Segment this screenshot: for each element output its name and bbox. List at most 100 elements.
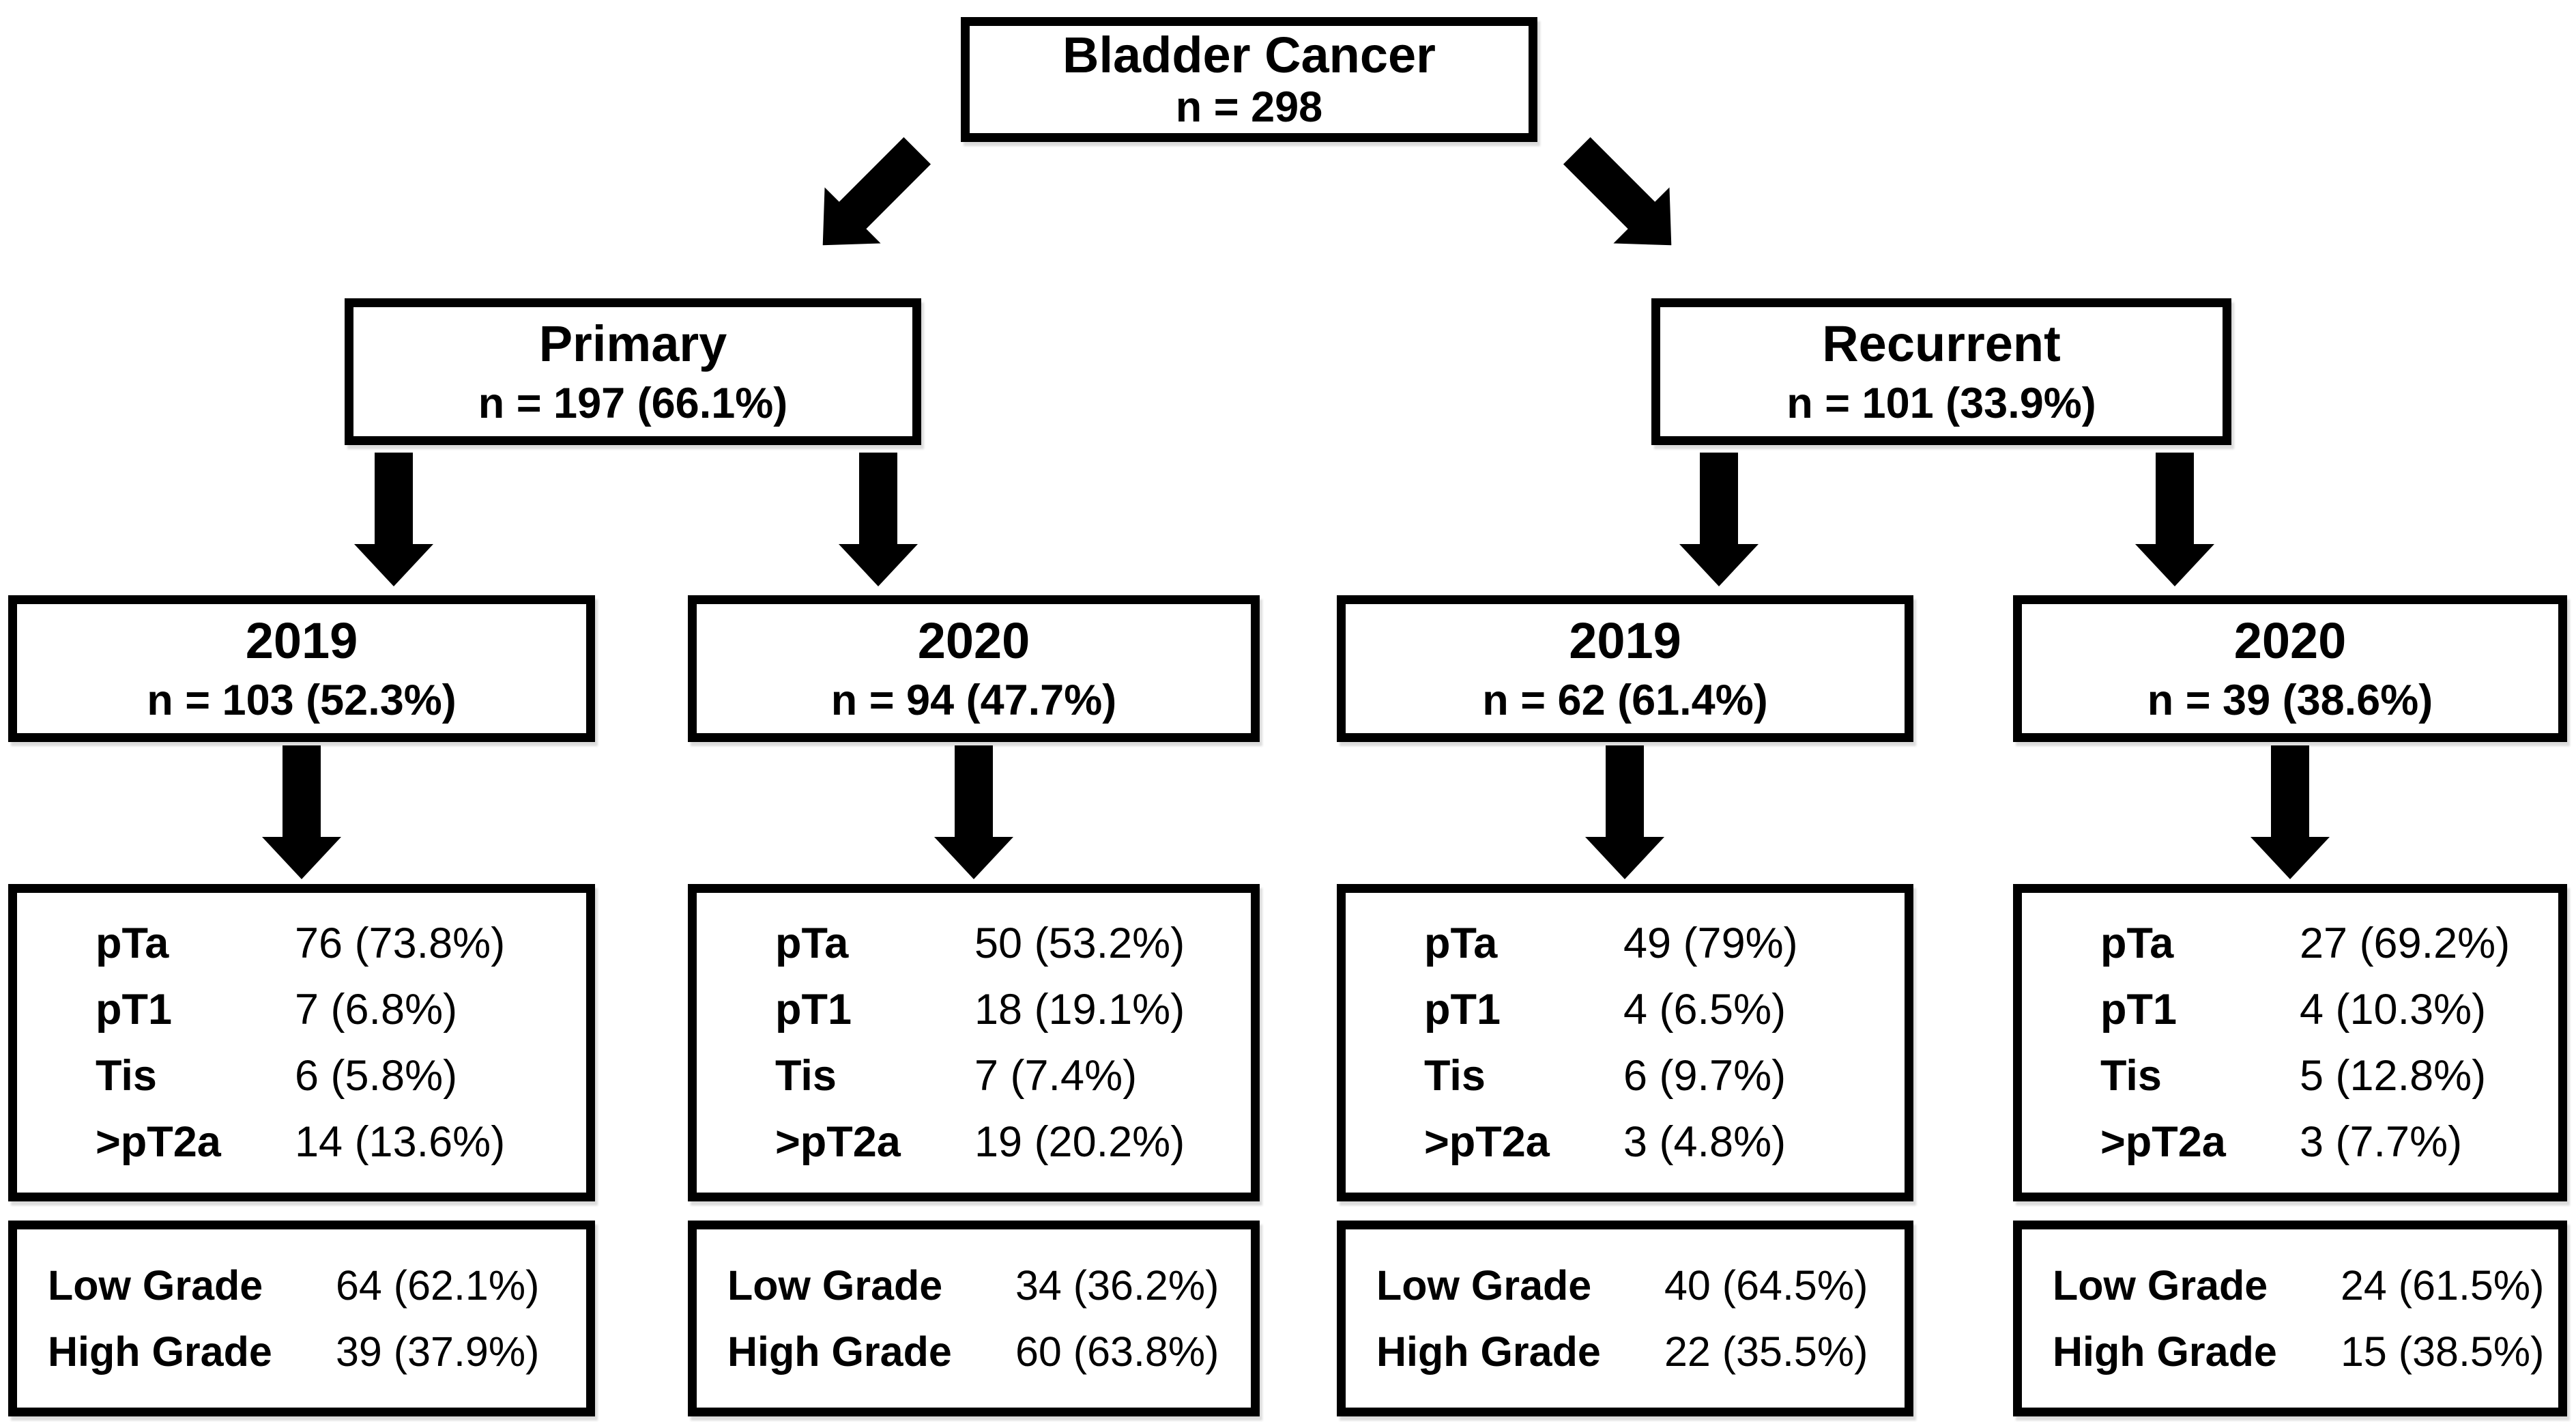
stage-row: >pT2a 14 (13.6%) xyxy=(17,1109,586,1175)
cohort-subtitle: n = 94 (47.7%) xyxy=(830,676,1117,724)
grade-label: High Grade xyxy=(48,1328,272,1375)
down-arrow-primary-to-2020-icon xyxy=(839,453,918,586)
stage-value: 49 (79%) xyxy=(1623,919,1798,967)
grade-value: 60 (63.8%) xyxy=(1015,1328,1219,1375)
stage-value: 18 (19.1%) xyxy=(974,985,1185,1033)
stage-value: 6 (5.8%) xyxy=(295,1051,458,1100)
grade-label: High Grade xyxy=(2053,1328,2277,1375)
stage-value: 3 (4.8%) xyxy=(1623,1117,1786,1166)
cohort-title: 2019 xyxy=(1569,612,1681,670)
root-title: Bladder Cancer xyxy=(1062,27,1436,84)
grade-row: High Grade 60 (63.8%) xyxy=(697,1319,1251,1385)
box-stages-primary-2020: pTa 50 (53.2%) pT1 18 (19.1%) Tis 7 (7.4… xyxy=(688,884,1260,1201)
box-grades-primary-2020: Low Grade 34 (36.2%) High Grade 60 (63.8… xyxy=(688,1221,1260,1416)
stage-label: >pT2a xyxy=(96,1117,221,1166)
stage-label: pTa xyxy=(96,919,169,967)
grade-row: Low Grade 64 (62.1%) xyxy=(17,1253,586,1319)
stage-value: 3 (7.7%) xyxy=(2300,1117,2463,1166)
box-stages-primary-2019: pTa 76 (73.8%) pT1 7 (6.8%) Tis 6 (5.8%)… xyxy=(8,884,595,1201)
box-grades-recurrent-2020: Low Grade 24 (61.5%) High Grade 15 (38.5… xyxy=(2013,1221,2567,1416)
cohort-title: 2019 xyxy=(245,612,358,670)
stage-row: >pT2a 3 (4.8%) xyxy=(1346,1109,1905,1175)
stage-label: Tis xyxy=(1424,1051,1486,1100)
stage-row: pT1 4 (6.5%) xyxy=(1346,977,1905,1043)
stage-row: pTa 27 (69.2%) xyxy=(2022,911,2558,977)
stage-value: 5 (12.8%) xyxy=(2300,1051,2487,1100)
down-arrow-primary-2020-to-stages-icon xyxy=(934,745,1013,879)
recurrent-title: Recurrent xyxy=(1822,315,2061,373)
grade-value: 24 (61.5%) xyxy=(2341,1261,2545,1309)
cohort-subtitle: n = 62 (61.4%) xyxy=(1482,676,1768,724)
stage-row: pTa 50 (53.2%) xyxy=(697,911,1251,977)
stage-value: 6 (9.7%) xyxy=(1623,1051,1786,1100)
recurrent-subtitle: n = 101 (33.9%) xyxy=(1786,379,2096,427)
stage-value: 19 (20.2%) xyxy=(974,1117,1185,1166)
grade-row: High Grade 22 (35.5%) xyxy=(1346,1319,1905,1385)
stage-label: Tis xyxy=(96,1051,157,1100)
stage-row: Tis 5 (12.8%) xyxy=(2022,1043,2558,1109)
stage-label: pT1 xyxy=(775,985,852,1033)
cohort-subtitle: n = 39 (38.6%) xyxy=(2147,676,2433,724)
box-primary-2019: 2019 n = 103 (52.3%) xyxy=(8,595,595,742)
stage-value: 50 (53.2%) xyxy=(974,919,1185,967)
grade-row: High Grade 39 (37.9%) xyxy=(17,1319,586,1385)
down-arrow-recurrent-to-2019-icon xyxy=(1679,453,1759,586)
stage-value: 76 (73.8%) xyxy=(295,919,506,967)
grade-label: Low Grade xyxy=(2053,1261,2268,1309)
stage-value: 4 (6.5%) xyxy=(1623,985,1786,1033)
down-arrow-recurrent-2020-to-stages-icon xyxy=(2251,745,2330,879)
stage-value: 14 (13.6%) xyxy=(295,1117,506,1166)
box-recurrent-2020: 2020 n = 39 (38.6%) xyxy=(2013,595,2567,742)
grade-row: Low Grade 34 (36.2%) xyxy=(697,1253,1251,1319)
stage-row: pT1 18 (19.1%) xyxy=(697,977,1251,1043)
box-recurrent-2019: 2019 n = 62 (61.4%) xyxy=(1337,595,1913,742)
diagonal-arrow-root-to-recurrent-icon xyxy=(1548,122,1700,274)
stage-label: Tis xyxy=(775,1051,837,1100)
grade-value: 39 (37.9%) xyxy=(336,1328,540,1375)
grade-label: Low Grade xyxy=(1376,1261,1592,1309)
stage-label: pTa xyxy=(775,919,849,967)
stage-row: >pT2a 19 (20.2%) xyxy=(697,1109,1251,1175)
down-arrow-primary-to-2019-icon xyxy=(354,453,433,586)
grade-label: Low Grade xyxy=(48,1261,263,1309)
stage-label: >pT2a xyxy=(1424,1117,1550,1166)
box-grades-recurrent-2019: Low Grade 40 (64.5%) High Grade 22 (35.5… xyxy=(1337,1221,1913,1416)
stage-label: >pT2a xyxy=(2100,1117,2226,1166)
stage-label: Tis xyxy=(2100,1051,2162,1100)
box-primary: Primary n = 197 (66.1%) xyxy=(345,298,921,445)
grade-value: 34 (36.2%) xyxy=(1015,1261,1219,1309)
cohort-title: 2020 xyxy=(917,612,1030,670)
down-arrow-recurrent-2019-to-stages-icon xyxy=(1585,745,1664,879)
stage-value: 4 (10.3%) xyxy=(2300,985,2487,1033)
grade-value: 64 (62.1%) xyxy=(336,1261,540,1309)
root-subtitle: n = 298 xyxy=(1175,83,1323,132)
cohort-subtitle: n = 103 (52.3%) xyxy=(147,676,457,724)
box-grades-primary-2019: Low Grade 64 (62.1%) High Grade 39 (37.9… xyxy=(8,1221,595,1416)
stage-row: pT1 4 (10.3%) xyxy=(2022,977,2558,1043)
stage-label: pT1 xyxy=(96,985,173,1033)
stage-value: 7 (7.4%) xyxy=(974,1051,1138,1100)
grade-value: 22 (35.5%) xyxy=(1664,1328,1868,1375)
box-stages-recurrent-2020: pTa 27 (69.2%) pT1 4 (10.3%) Tis 5 (12.8… xyxy=(2013,884,2567,1201)
down-arrow-primary-2019-to-stages-icon xyxy=(262,745,341,879)
primary-subtitle: n = 197 (66.1%) xyxy=(478,379,788,427)
box-recurrent: Recurrent n = 101 (33.9%) xyxy=(1651,298,2231,445)
stage-row: Tis 6 (9.7%) xyxy=(1346,1043,1905,1109)
stage-label: >pT2a xyxy=(775,1117,901,1166)
grade-value: 40 (64.5%) xyxy=(1664,1261,1868,1309)
stage-value: 27 (69.2%) xyxy=(2300,919,2510,967)
diagonal-arrow-root-to-primary-icon xyxy=(794,122,946,274)
stage-label: pT1 xyxy=(1424,985,1501,1033)
stage-row: pTa 76 (73.8%) xyxy=(17,911,586,977)
stage-row: pT1 7 (6.8%) xyxy=(17,977,586,1043)
grade-label: High Grade xyxy=(1376,1328,1601,1375)
box-stages-recurrent-2019: pTa 49 (79%) pT1 4 (6.5%) Tis 6 (9.7%) >… xyxy=(1337,884,1913,1201)
grade-label: High Grade xyxy=(727,1328,952,1375)
primary-title: Primary xyxy=(538,315,727,373)
down-arrow-recurrent-to-2020-icon xyxy=(2135,453,2214,586)
stage-row: pTa 49 (79%) xyxy=(1346,911,1905,977)
stage-row: >pT2a 3 (7.7%) xyxy=(2022,1109,2558,1175)
stage-label: pT1 xyxy=(2100,985,2177,1033)
stage-row: Tis 7 (7.4%) xyxy=(697,1043,1251,1109)
